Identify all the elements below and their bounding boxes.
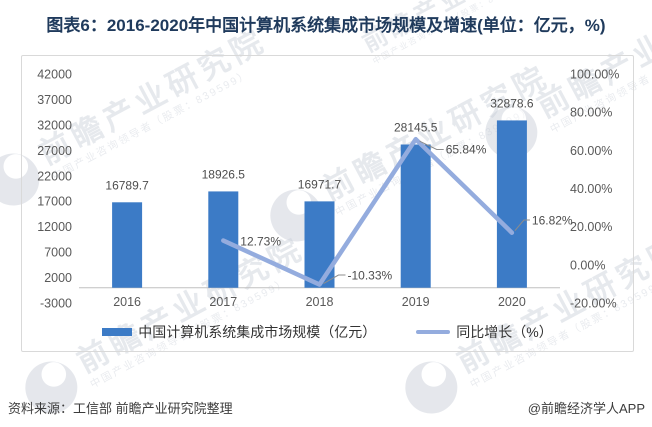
right-axis-tick-label: 80.00%: [570, 106, 612, 120]
right-axis-tick-label: -20.00%: [570, 297, 617, 311]
bar-value-label: 16789.7: [105, 178, 149, 192]
label-leader-line: [419, 140, 444, 150]
x-axis-category-label: 2018: [306, 295, 334, 309]
growth-value-label: 12.73%: [240, 235, 281, 249]
x-axis-category-label: 2017: [209, 295, 237, 309]
legend-line-swatch-icon: [416, 329, 451, 335]
left-axis-tick-label: 37000: [37, 93, 72, 107]
bar-2016: [112, 202, 143, 288]
growth-value-label: -10.33%: [348, 269, 393, 283]
left-axis-tick-label: 2000: [44, 271, 72, 285]
bar-2018: [304, 201, 335, 288]
label-leader-line: [514, 219, 530, 232]
x-axis-category-label: 2020: [498, 295, 526, 309]
legend-item-growth: 同比增长（%）: [416, 322, 553, 342]
chart-legend: 中国计算机系统集成市场规模（亿元） 同比增长（%）: [22, 322, 633, 342]
left-axis-tick-label: 27000: [37, 144, 72, 158]
left-axis-tick-label: -3000: [40, 297, 72, 311]
growth-value-label: 16.82%: [532, 214, 573, 228]
data-source-text: 资料来源：工信部 前瞻产业研究院整理: [8, 401, 233, 416]
label-leader-line: [323, 274, 346, 284]
legend-label: 中国计算机系统集成市场规模（亿元）: [138, 324, 377, 340]
bar-value-label: 32878.6: [490, 96, 534, 110]
footer: 资料来源：工信部 前瞻产业研究院整理 @前瞻经济学人APP: [0, 396, 652, 416]
bar-2020: [496, 120, 527, 288]
legend-label: 同比增长（%）: [456, 324, 553, 340]
growth-line-series: [221, 136, 515, 287]
left-axis-tick-label: 17000: [37, 195, 72, 209]
left-axis-tick-label: 32000: [37, 118, 72, 132]
left-axis-tick-label: 22000: [37, 169, 72, 183]
legend-item-market-size: 中国计算机系统集成市场规模（亿元）: [102, 322, 376, 342]
chart-plot: 42000 37000 32000 27000 22000 17000 12000 7000 2…: [37, 68, 619, 311]
legend-bar-swatch-icon: [102, 328, 133, 336]
right-axis-tick-label: 100.00%: [570, 68, 619, 82]
bar-value-label: 18926.5: [202, 167, 246, 181]
x-axis-category-label: 2016: [113, 295, 141, 309]
chart-area: 42000 37000 32000 27000 22000 17000 12000 7000 2…: [21, 55, 634, 352]
credit-text: @前瞻经济学人APP: [527, 401, 645, 416]
x-axis-category-label: 2019: [402, 295, 430, 309]
right-axis-tick-label: 0.00%: [570, 258, 605, 272]
left-axis-tick-label: 7000: [44, 246, 72, 260]
bar-value-label: 28145.5: [394, 121, 438, 135]
growth-value-label: 65.84%: [446, 143, 487, 157]
right-axis-tick-label: 20.00%: [570, 220, 612, 234]
bar-2019: [400, 144, 431, 288]
right-axis-tick-label: 60.00%: [570, 144, 612, 158]
left-axis-tick-label: 12000: [37, 220, 72, 234]
bar-value-label: 16971.7: [298, 177, 342, 191]
chart-title: 图表6：2016-2020年中国计算机系统集成市场规模及增速(单位：亿元，%): [46, 16, 606, 35]
right-axis-tick-label: 40.00%: [570, 182, 612, 196]
left-axis-tick-label: 42000: [37, 68, 72, 82]
